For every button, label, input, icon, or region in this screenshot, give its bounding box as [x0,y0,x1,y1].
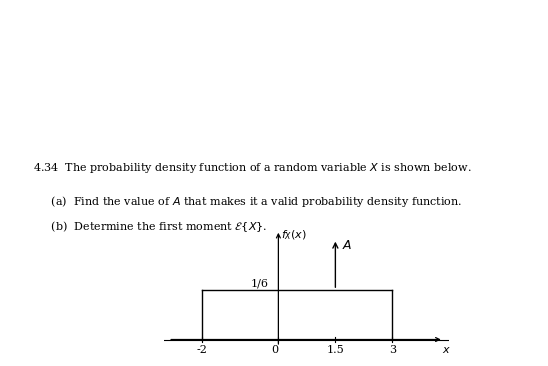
Text: $f_X(x)$: $f_X(x)$ [282,228,307,242]
Text: 0: 0 [271,345,278,355]
Text: (a)  Find the value of $A$ that makes it a valid probability density function.: (a) Find the value of $A$ that makes it … [33,194,462,209]
Text: (b)  Determine the first moment $\mathcal{E}\{X\}$.: (b) Determine the first moment $\mathcal… [33,220,267,234]
Text: 3: 3 [389,345,396,355]
Text: 4.34  The probability density function of a random variable $X$ is shown below.: 4.34 The probability density function of… [33,161,471,175]
Text: 1.5: 1.5 [327,345,344,355]
Text: $A$: $A$ [342,239,352,252]
Text: $x$: $x$ [442,345,450,355]
Text: -2: -2 [197,345,208,355]
Text: 1/6: 1/6 [251,279,269,289]
